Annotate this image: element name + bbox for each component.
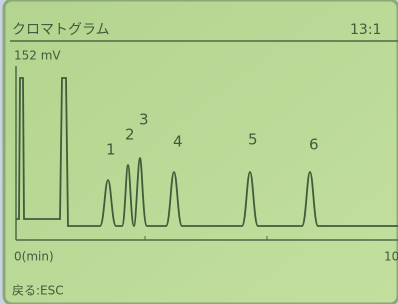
peak-label: 1 <box>106 141 116 159</box>
y-scale-label: 152 mV <box>14 49 61 63</box>
x-end-label: 10 <box>384 250 398 264</box>
screen-area <box>4 0 398 304</box>
device-screen: クロマトグラム 13:1 152 mV 0(min) 10 戻る:ESC 123… <box>0 0 398 304</box>
clock: 13:1 <box>350 22 381 38</box>
screen-title: クロマトグラム <box>12 22 110 38</box>
peak-label: 2 <box>125 126 135 144</box>
peak-label: 5 <box>248 131 258 149</box>
peak-label: 4 <box>173 133 183 151</box>
peak-label: 6 <box>309 136 319 154</box>
x-start-label: 0(min) <box>14 250 54 264</box>
lcd: クロマトグラム 13:1 152 mV 0(min) 10 戻る:ESC 123… <box>0 0 398 304</box>
peak-label: 3 <box>139 111 149 129</box>
footer-hint[interactable]: 戻る:ESC <box>12 284 64 298</box>
